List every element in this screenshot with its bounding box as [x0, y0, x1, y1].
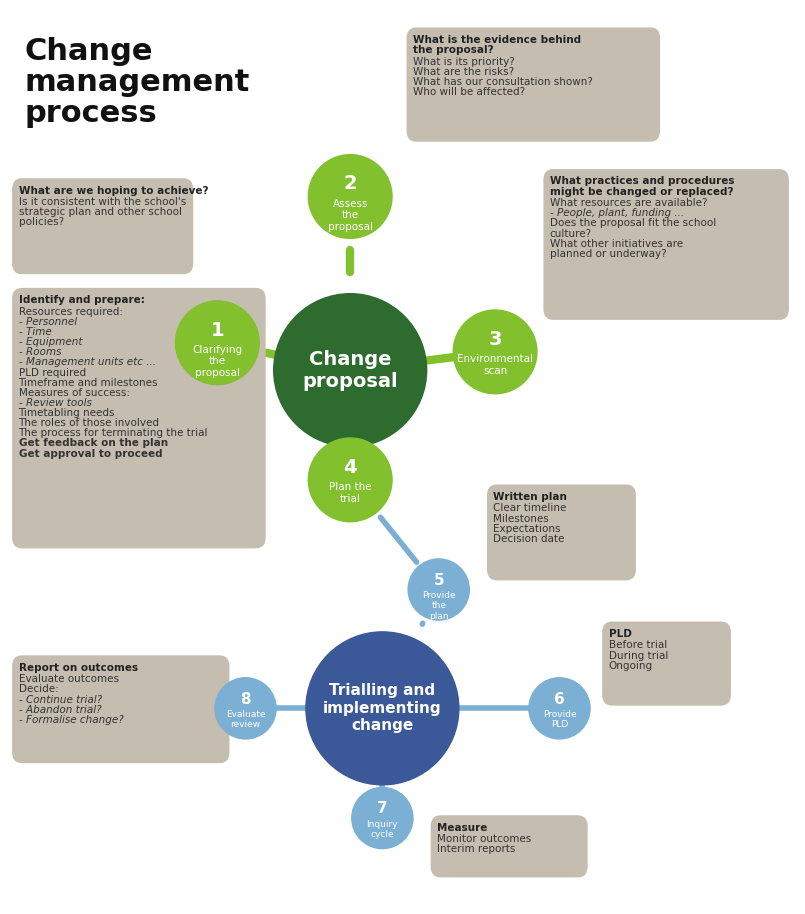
Text: Expectations: Expectations	[493, 524, 561, 534]
Text: 5: 5	[433, 573, 444, 588]
Text: Identify and prepare:: Identify and prepare:	[19, 295, 144, 305]
Text: strategic plan and other school: strategic plan and other school	[19, 207, 181, 218]
FancyBboxPatch shape	[12, 288, 266, 548]
Ellipse shape	[175, 301, 259, 385]
Text: What other initiatives are: What other initiatives are	[550, 239, 683, 249]
Text: Measure: Measure	[437, 823, 488, 833]
Text: Timetabling needs: Timetabling needs	[19, 409, 115, 418]
Text: Decide:: Decide:	[19, 685, 58, 695]
Text: - Management units etc ...: - Management units etc ...	[19, 357, 155, 367]
Text: Evaluate outcomes: Evaluate outcomes	[19, 675, 118, 685]
Text: policies?: policies?	[19, 218, 64, 228]
Text: 7: 7	[377, 802, 388, 816]
Ellipse shape	[529, 678, 590, 739]
Text: Interim reports: Interim reports	[437, 845, 515, 855]
Text: What are we hoping to achieve?: What are we hoping to achieve?	[19, 186, 208, 196]
Text: PLD: PLD	[609, 629, 631, 639]
Text: 8: 8	[240, 692, 251, 707]
Text: The roles of those involved: The roles of those involved	[19, 419, 159, 429]
Text: Written plan: Written plan	[493, 492, 568, 502]
Text: Evaluate
review: Evaluate review	[225, 710, 266, 729]
Text: - Personnel: - Personnel	[19, 317, 76, 327]
Text: PLD required: PLD required	[19, 367, 85, 377]
Text: - People, plant, funding ...: - People, plant, funding ...	[550, 208, 684, 218]
Text: Milestones: Milestones	[493, 514, 549, 524]
Text: Is it consistent with the school's: Is it consistent with the school's	[19, 197, 186, 207]
Text: culture?: culture?	[550, 228, 592, 239]
Text: - Continue trial?: - Continue trial?	[19, 695, 101, 705]
Text: Measures of success:: Measures of success:	[19, 388, 130, 398]
Text: Provide
PLD: Provide PLD	[543, 710, 576, 729]
Text: Does the proposal fit the school: Does the proposal fit the school	[550, 218, 716, 228]
Text: 3: 3	[489, 330, 502, 349]
Ellipse shape	[352, 788, 413, 848]
Text: 6: 6	[554, 692, 565, 707]
Text: Assess
the
proposal: Assess the proposal	[328, 198, 373, 232]
Text: Ongoing: Ongoing	[609, 661, 653, 671]
Text: Decision date: Decision date	[493, 534, 565, 544]
Text: Timeframe and milestones: Timeframe and milestones	[19, 377, 158, 388]
Text: Change
management
process: Change management process	[24, 37, 250, 128]
Text: Environmental
scan: Environmental scan	[457, 354, 533, 376]
Text: 1: 1	[211, 321, 224, 340]
Text: - Abandon trial?: - Abandon trial?	[19, 705, 101, 715]
Text: Resources required:: Resources required:	[19, 307, 122, 317]
Text: Trialling and
implementing
change: Trialling and implementing change	[323, 684, 442, 733]
FancyBboxPatch shape	[12, 178, 193, 274]
Text: - Time: - Time	[19, 327, 52, 337]
Text: Get feedback on the plan: Get feedback on the plan	[19, 439, 167, 449]
Text: might be changed or replaced?: might be changed or replaced?	[550, 186, 733, 197]
Text: What are the risks?: What are the risks?	[413, 67, 514, 77]
Text: Who will be affected?: Who will be affected?	[413, 87, 525, 97]
Text: The process for terminating the trial: The process for terminating the trial	[19, 429, 208, 439]
Text: What is the evidence behind: What is the evidence behind	[413, 35, 581, 45]
Text: During trial: During trial	[609, 651, 668, 661]
Text: What is its priority?: What is its priority?	[413, 57, 514, 67]
Text: Get approval to proceed: Get approval to proceed	[19, 449, 162, 459]
Text: Report on outcomes: Report on outcomes	[19, 663, 138, 673]
FancyBboxPatch shape	[407, 27, 660, 142]
Text: Change
proposal: Change proposal	[303, 350, 398, 390]
Ellipse shape	[408, 559, 469, 620]
Ellipse shape	[306, 632, 459, 785]
Text: - Formalise change?: - Formalise change?	[19, 715, 123, 725]
FancyBboxPatch shape	[431, 815, 588, 877]
FancyBboxPatch shape	[602, 622, 731, 706]
Text: planned or underway?: planned or underway?	[550, 249, 667, 259]
Text: the proposal?: the proposal?	[413, 45, 493, 55]
Text: Clear timeline: Clear timeline	[493, 504, 567, 514]
Text: Provide
the
plan: Provide the plan	[422, 591, 456, 621]
FancyBboxPatch shape	[12, 655, 229, 763]
Ellipse shape	[274, 293, 427, 447]
Ellipse shape	[308, 154, 392, 239]
Ellipse shape	[453, 310, 537, 394]
Text: What has our consultation shown?: What has our consultation shown?	[413, 77, 592, 87]
Text: Inquiry
cycle: Inquiry cycle	[366, 820, 398, 839]
Ellipse shape	[215, 678, 276, 739]
Text: - Equipment: - Equipment	[19, 337, 82, 347]
Text: 4: 4	[344, 458, 357, 477]
Text: - Review tools: - Review tools	[19, 398, 92, 408]
FancyBboxPatch shape	[543, 169, 789, 320]
Text: What practices and procedures: What practices and procedures	[550, 176, 734, 186]
Text: Monitor outcomes: Monitor outcomes	[437, 834, 531, 845]
Text: Before trial: Before trial	[609, 641, 667, 651]
Text: - Rooms: - Rooms	[19, 347, 61, 357]
FancyBboxPatch shape	[487, 484, 636, 580]
Text: Plan the
trial: Plan the trial	[329, 482, 371, 504]
Text: 2: 2	[344, 175, 357, 194]
Text: What resources are available?: What resources are available?	[550, 198, 708, 208]
Ellipse shape	[308, 438, 392, 522]
Text: Clarifying
the
proposal: Clarifying the proposal	[192, 345, 242, 378]
